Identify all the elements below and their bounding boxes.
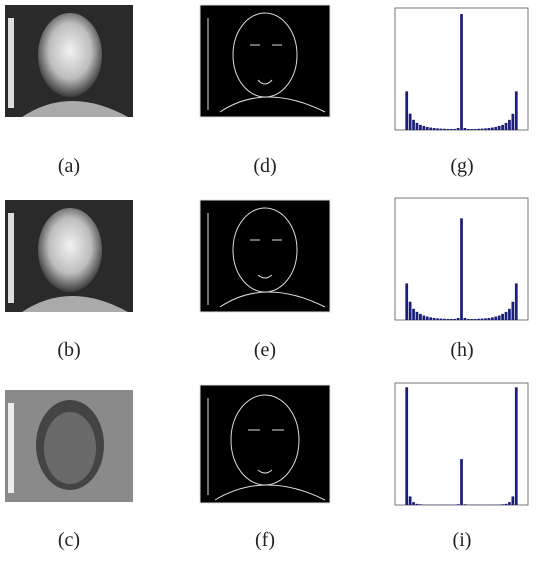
histogram-bar — [474, 129, 477, 130]
histogram-bar — [405, 91, 408, 130]
histogram-bar — [409, 496, 412, 505]
histogram-bar — [422, 316, 425, 320]
histogram-bar — [450, 319, 453, 320]
histogram-bar — [416, 504, 419, 505]
histogram-bar — [453, 319, 456, 320]
histogram-bar — [419, 504, 422, 505]
histogram-bar — [429, 128, 432, 130]
histogram-bar — [498, 316, 501, 320]
histogram-bar — [440, 319, 443, 320]
histogram-bar — [481, 129, 484, 130]
histogram-bar — [426, 127, 429, 130]
histogram-bar — [488, 128, 491, 130]
histogram-bar — [457, 504, 460, 505]
histogram-bar — [505, 504, 508, 505]
histogram-bar — [511, 114, 514, 130]
histogram-bar — [457, 128, 460, 130]
histogram-bar — [488, 318, 491, 320]
histogram-bar — [477, 129, 480, 130]
histogram-bar — [515, 283, 518, 320]
figure: (a) (b) (c) (d) (e) (f) (g) (h) (i) — [0, 0, 539, 561]
caption: (b) — [57, 339, 80, 361]
histogram-bar — [508, 309, 511, 320]
caption: (f) — [255, 529, 275, 551]
histogram-bar — [416, 123, 419, 130]
histogram-bar — [453, 129, 456, 130]
histogram-bar — [464, 504, 467, 505]
histogram-bar — [481, 319, 484, 320]
histogram-bar — [508, 120, 511, 130]
histogram-bar — [511, 496, 514, 505]
histogram-bar — [419, 125, 422, 130]
histogram-bar — [446, 129, 449, 130]
histogram-bar — [467, 319, 470, 320]
histogram-bar — [515, 91, 518, 130]
histogram-bar — [467, 129, 470, 130]
histogram-bar — [433, 318, 436, 320]
histogram-bar — [436, 128, 439, 130]
histogram-bar — [508, 502, 511, 505]
caption: (c) — [58, 529, 80, 551]
histogram-bar — [464, 128, 467, 130]
edge-image — [200, 385, 330, 503]
histogram-bar — [440, 129, 443, 130]
histogram-bar — [491, 317, 494, 320]
histogram-bar — [405, 387, 408, 505]
edge-image — [200, 5, 330, 117]
histogram-bar — [464, 318, 467, 320]
histogram-bar — [501, 314, 504, 320]
histogram-bar — [433, 128, 436, 130]
histogram-bar — [470, 129, 473, 130]
histogram-bar — [450, 129, 453, 130]
caption: (a) — [58, 155, 80, 177]
histogram-bar — [443, 319, 446, 320]
histogram-bar — [457, 318, 460, 320]
histogram-bar — [443, 129, 446, 130]
edge-image — [200, 200, 330, 312]
histogram-bar — [505, 123, 508, 130]
histogram-bar — [460, 459, 463, 505]
histogram-bar — [470, 319, 473, 320]
histogram-bar — [501, 125, 504, 130]
histogram-bar — [429, 317, 432, 320]
histogram-bar — [422, 126, 425, 130]
caption: (e) — [254, 339, 276, 361]
histogram-bar — [436, 318, 439, 320]
histogram-bar — [409, 302, 412, 320]
histogram-bar — [484, 128, 487, 130]
histogram-bar — [412, 120, 415, 130]
histogram-bar — [416, 312, 419, 320]
histogram-bar — [511, 302, 514, 320]
histogram-bar — [494, 317, 497, 320]
histogram-bar — [505, 312, 508, 320]
histogram-bar — [446, 319, 449, 320]
caption: (h) — [450, 339, 473, 361]
thermal-image — [5, 200, 133, 312]
thermal-image — [5, 390, 133, 502]
histogram-bar — [412, 309, 415, 320]
histogram-bar — [501, 504, 504, 505]
histogram-bar — [474, 319, 477, 320]
histogram-bar — [498, 126, 501, 130]
histogram-bar — [460, 218, 463, 320]
caption: (g) — [450, 155, 473, 177]
histogram-bar — [460, 14, 463, 130]
histogram-bar — [426, 317, 429, 320]
histogram-bar — [477, 319, 480, 320]
histogram-bar — [484, 318, 487, 320]
thermal-image — [5, 5, 133, 117]
histogram-bar — [419, 314, 422, 320]
caption: (i) — [453, 529, 472, 551]
histogram-bar — [515, 387, 518, 505]
histogram-bar — [491, 128, 494, 130]
histogram-bar — [409, 114, 412, 130]
caption: (d) — [253, 155, 276, 177]
histogram-bar — [405, 283, 408, 320]
histogram-bar — [412, 502, 415, 505]
histogram-bar — [494, 127, 497, 130]
